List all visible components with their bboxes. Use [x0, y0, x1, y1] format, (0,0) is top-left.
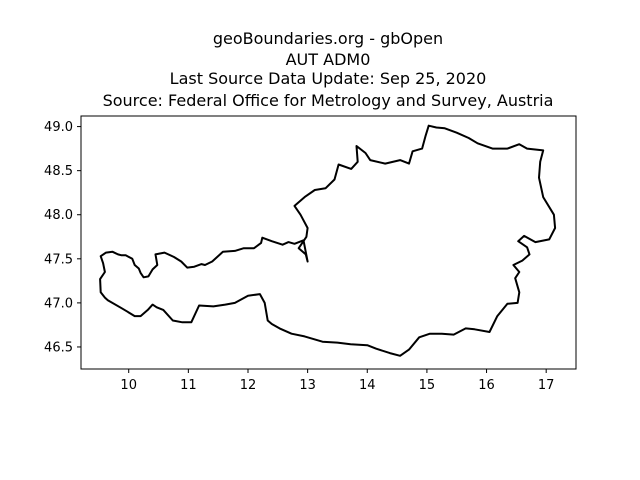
- country-boundary-outline: [99, 124, 557, 357]
- title-line-4: Source: Federal Office for Metrology and…: [103, 91, 554, 110]
- y-tick-label: 48.0: [44, 208, 73, 223]
- x-tick-label: 17: [538, 378, 555, 393]
- x-tick-label: 16: [478, 378, 495, 393]
- x-tick-label: 12: [240, 378, 257, 393]
- y-tick-label: 47.0: [44, 296, 73, 311]
- y-axis: 46.5 47.0 47.5 48.0 48.5 49.0: [44, 120, 81, 355]
- y-tick-label: 49.0: [44, 120, 73, 135]
- x-tick-label: 10: [120, 378, 137, 393]
- title-line-3: Last Source Data Update: Sep 25, 2020: [170, 69, 487, 88]
- y-tick-label: 46.5: [44, 340, 73, 355]
- title-line-2: AUT ADM0: [286, 50, 371, 69]
- y-tick-label: 47.5: [44, 252, 73, 267]
- x-tick-label: 14: [359, 378, 376, 393]
- x-axis: 10 11 12 13 14 15 16 17: [120, 369, 554, 393]
- x-tick-label: 13: [299, 378, 316, 393]
- axes-frame: [80, 115, 577, 370]
- x-tick-label: 15: [419, 378, 436, 393]
- x-tick-label: 11: [180, 378, 197, 393]
- y-tick-label: 48.5: [44, 164, 73, 179]
- title-line-1: geoBoundaries.org - gbOpen: [213, 29, 443, 48]
- title-block: geoBoundaries.org - gbOpen AUT ADM0 Last…: [103, 29, 554, 110]
